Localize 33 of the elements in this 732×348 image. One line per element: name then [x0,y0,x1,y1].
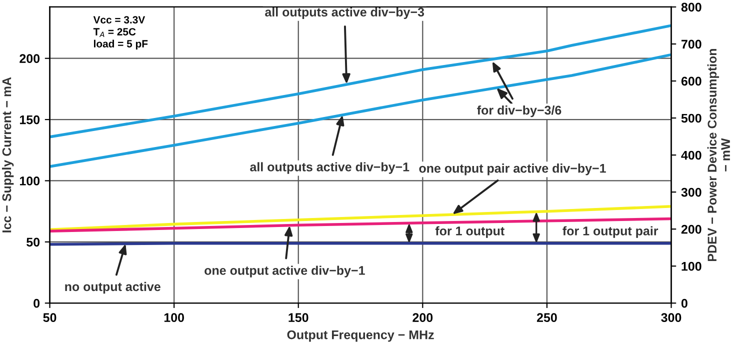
y2-tick-label: 200 [681,224,702,234]
y-tick-label: 100 [20,176,40,186]
annotation: for 1 output [435,226,504,238]
line-series [50,24,672,138]
annotation: all outputs active div−by−1 [250,162,410,174]
y2-axis-title: PDEV − Power Device Consumption − mW [707,49,730,261]
x-tick-label: 100 [164,313,184,322]
x-tick-label: 200 [412,313,433,322]
x-axis-title: Output Frequency − MHz [287,330,434,342]
y2-tick-label: 600 [681,76,702,86]
y2-tick-label: 500 [681,114,702,123]
annotation: all outputs active div−by−3 [265,7,424,20]
annotation: one output pair active div−by−1 [419,164,606,176]
x-tick-label: 50 [43,313,56,322]
annotation: for div−by−3/6 [477,105,562,118]
y-axis-title: Icc − Supply Current − mA [2,77,14,232]
annotation: no output active [65,282,160,294]
y2-tick-label: 100 [682,262,702,271]
y2-tick-label: 300 [681,188,702,197]
y-tick-label: 50 [26,238,40,247]
x-tick-label: 250 [536,313,557,322]
y-tick-label: 0 [34,298,40,308]
annotation: for 1 output pair [562,226,658,238]
y-tick-label: 150 [20,115,40,124]
x-tick-label: 300 [661,313,682,322]
x-tick-label: 150 [288,313,308,322]
annotation: Vcc = 3.3V T$_{A}$ = 25C load = 5 pF [93,16,148,50]
y2-tick-label: 800 [681,2,702,12]
annotation: one output active div−by−1 [204,266,365,278]
y2-tick-label: 0 [681,298,688,308]
y2-tick-label: 700 [682,40,702,49]
y2-tick-label: 400 [681,150,702,160]
y-tick-label: 200 [20,54,40,64]
